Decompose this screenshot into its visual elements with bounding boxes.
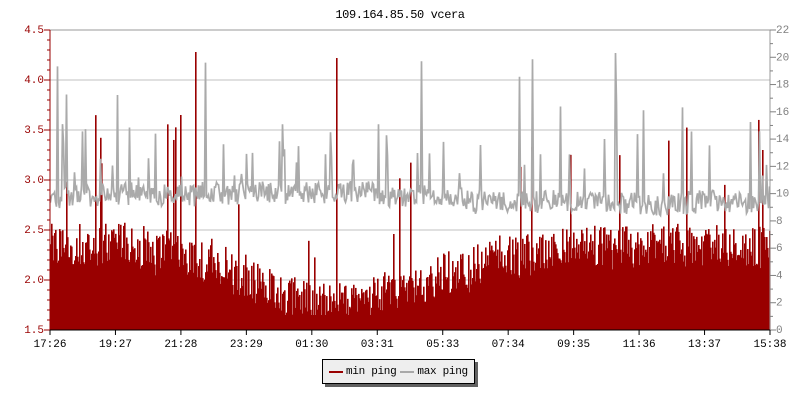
svg-text:2.5: 2.5 [24,225,44,237]
svg-text:16: 16 [776,107,789,119]
svg-text:0: 0 [776,325,783,337]
svg-text:03:31: 03:31 [361,339,394,351]
svg-text:20: 20 [776,52,789,64]
svg-text:13:37: 13:37 [688,339,721,351]
svg-text:1.5: 1.5 [24,325,44,337]
svg-text:2.0: 2.0 [24,275,44,287]
svg-text:23:29: 23:29 [230,339,263,351]
svg-text:10: 10 [776,189,789,201]
svg-text:6: 6 [776,243,783,255]
svg-text:05:33: 05:33 [426,339,459,351]
svg-text:2: 2 [776,298,783,310]
svg-text:17:26: 17:26 [33,339,66,351]
svg-text:4.0: 4.0 [24,75,44,87]
svg-text:15:38: 15:38 [753,339,786,351]
svg-text:11:36: 11:36 [623,339,656,351]
svg-text:3.0: 3.0 [24,175,44,187]
svg-text:18: 18 [776,80,789,92]
svg-text:01:30: 01:30 [295,339,328,351]
svg-text:3.5: 3.5 [24,125,44,137]
svg-text:4.5: 4.5 [24,25,44,37]
svg-text:14: 14 [776,134,790,146]
svg-text:8: 8 [776,216,783,228]
svg-text:4: 4 [776,270,783,282]
svg-text:19:27: 19:27 [99,339,132,351]
svg-text:12: 12 [776,161,789,173]
svg-text:09:35: 09:35 [557,339,590,351]
svg-text:21:28: 21:28 [164,339,197,351]
svg-text:22: 22 [776,25,789,37]
svg-text:07:34: 07:34 [492,339,525,351]
